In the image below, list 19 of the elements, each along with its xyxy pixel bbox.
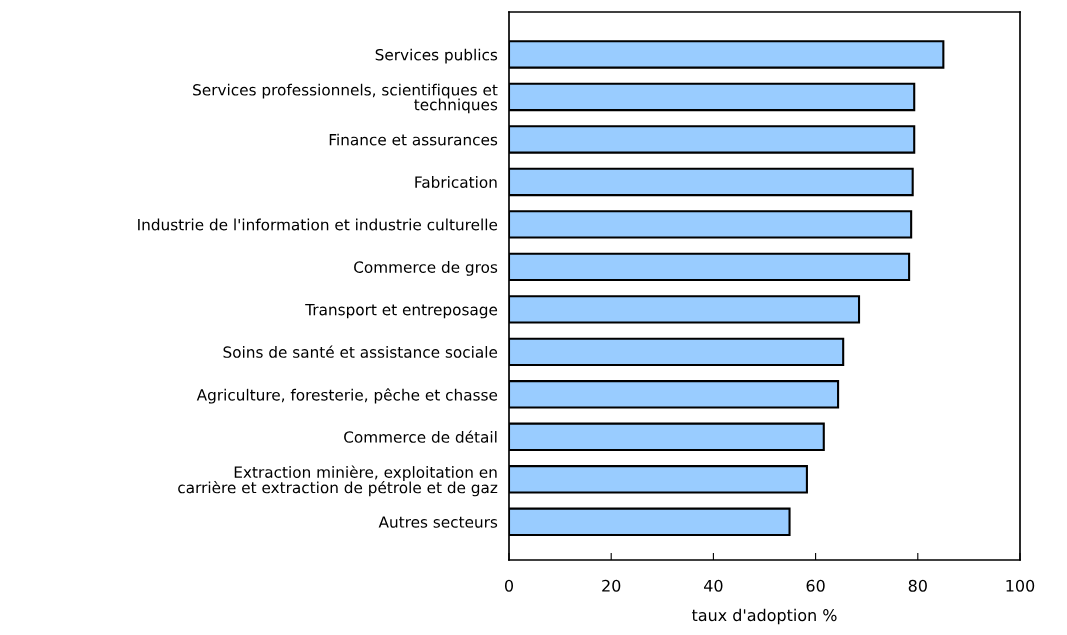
- y-tick-label: Agriculture, foresterie, pêche et chasse: [196, 388, 498, 404]
- y-tick-label: Services publics: [375, 48, 498, 64]
- y-tick-label: Services professionnels, scientifiques et techniques: [193, 83, 498, 114]
- x-tick-label: 0: [504, 579, 514, 592]
- y-tick-label: Finance et assurances: [329, 133, 498, 146]
- x-tick-label: 80: [908, 579, 927, 592]
- y-tick-label: Commerce de gros: [354, 261, 498, 276]
- y-tick-label: Autres secteurs: [378, 516, 498, 528]
- x-tick-label: 100: [1006, 579, 1035, 592]
- x-tick-label: 20: [602, 579, 621, 592]
- y-tick-label: Industrie de l'information et industrie culturelle: [138, 218, 498, 231]
- x-tick-label: 60: [806, 579, 825, 592]
- y-tick-label: Fabrication: [415, 176, 497, 188]
- x-axis-title: taux d'adoption %: [691, 608, 837, 625]
- y-tick-label: Extraction minière, exploitation en carrière et extraction de pétrole et de gaz: [178, 465, 498, 497]
- x-tick-label: 40: [704, 579, 723, 592]
- y-tick-label: Commerce de détail: [344, 430, 497, 443]
- y-tick-label: Transport et entreposage: [305, 304, 498, 319]
- y-tick-label: Soins de santé et assistance sociale: [223, 345, 498, 358]
